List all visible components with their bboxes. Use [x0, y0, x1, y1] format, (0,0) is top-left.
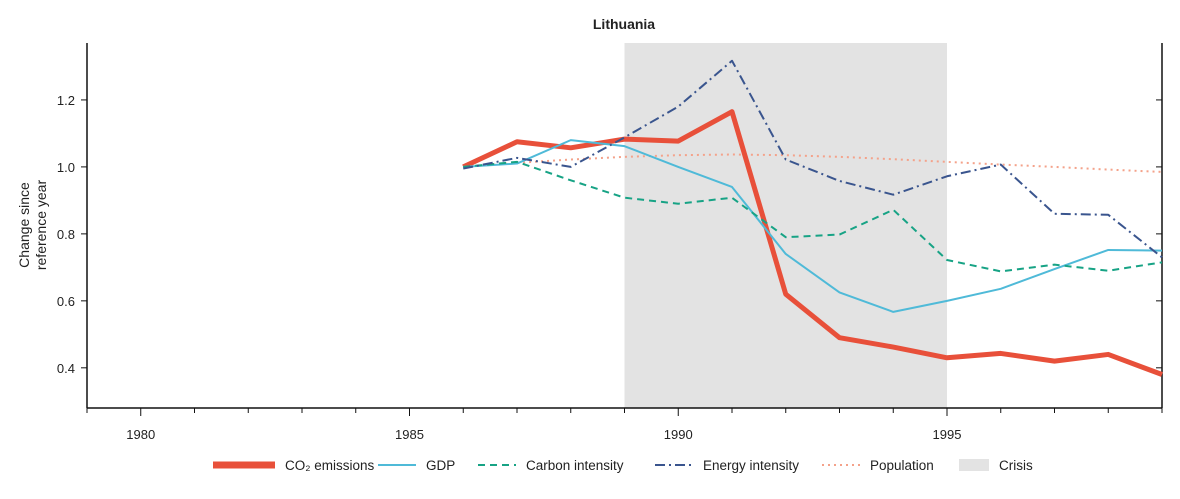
- y-axis-label-line1: Change since: [16, 182, 32, 268]
- legend-label: CO₂ emissions: [285, 458, 375, 473]
- x-tick-label: 1990: [664, 427, 693, 442]
- crisis-region: [624, 43, 947, 408]
- legend-label: Population: [870, 458, 934, 473]
- legend-swatch-crisis: [959, 459, 989, 471]
- y-tick-label: 1.0: [57, 160, 75, 175]
- y-tick-label: 0.8: [57, 227, 75, 242]
- y-tick-label: 0.6: [57, 294, 75, 309]
- legend-label: Carbon intensity: [526, 458, 624, 473]
- series-line-gdp: [463, 139, 1163, 313]
- y-axis-label-line2: reference year: [33, 180, 49, 271]
- legend-label: Energy intensity: [703, 458, 799, 473]
- y-tick-label: 0.4: [57, 361, 75, 376]
- legend-label: Crisis: [999, 458, 1033, 473]
- x-tick-label: 1980: [126, 427, 155, 442]
- series-line-energy-intensity: [463, 59, 1163, 259]
- series-line-carbon-intensity: [463, 160, 1163, 273]
- y-tick-label: 1.2: [57, 93, 75, 108]
- chart-title: Lithuania: [593, 16, 655, 32]
- series-line-population: [463, 153, 1163, 173]
- series-line-co-emissions: [462, 109, 1163, 377]
- x-tick-label: 1985: [395, 427, 424, 442]
- x-tick-label: 1995: [933, 427, 962, 442]
- legend-label: GDP: [426, 458, 455, 473]
